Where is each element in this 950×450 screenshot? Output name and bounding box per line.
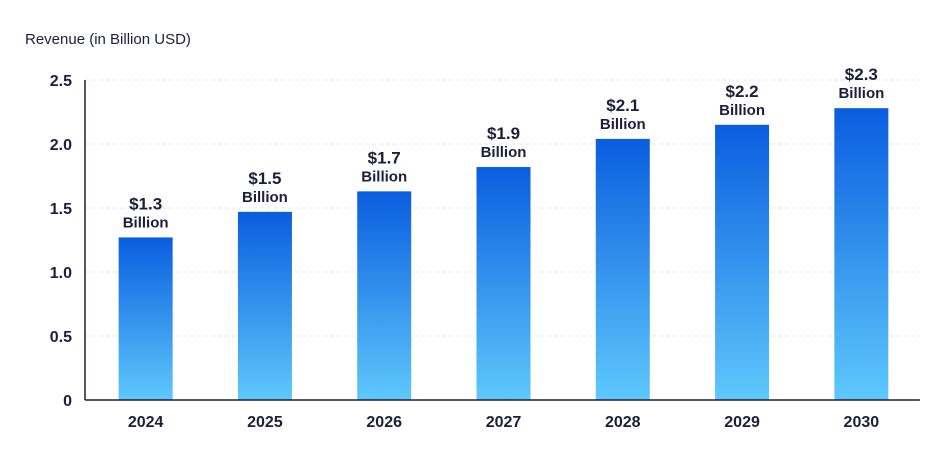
x-tick-label: 2026 <box>366 414 402 431</box>
y-tick-label: 1.0 <box>50 265 72 282</box>
y-tick-label: 1.5 <box>50 201 72 218</box>
x-tick-label: 2029 <box>724 414 760 431</box>
x-tick-label: 2028 <box>605 414 641 431</box>
data-label-unit: Billion <box>242 189 288 206</box>
data-label-unit: Billion <box>719 102 765 119</box>
bars <box>118 108 889 401</box>
data-label-value: $2.1 <box>606 96 639 115</box>
data-label-unit: Billion <box>123 214 169 231</box>
data-label-unit: Billion <box>481 144 527 161</box>
y-tick-label: 0.5 <box>50 329 72 346</box>
x-tick-label: 2025 <box>247 414 283 431</box>
x-tick-label: 2030 <box>844 414 880 431</box>
bar-2028 <box>595 138 650 400</box>
x-tick-label: 2027 <box>486 414 522 431</box>
x-tick-label: 2024 <box>128 414 164 431</box>
bar-2030 <box>834 108 889 400</box>
data-label-value: $1.3 <box>129 194 162 213</box>
data-labels: $1.3Billion$1.5Billion$1.7Billion$1.9Bil… <box>123 65 885 231</box>
data-label-value: $1.7 <box>368 148 401 167</box>
data-label-value: $1.5 <box>248 169 281 188</box>
bar-2025 <box>237 211 292 400</box>
y-tick-label: 2.5 <box>50 73 72 90</box>
data-label-unit: Billion <box>361 168 407 185</box>
y-tick-label: 2.0 <box>50 137 72 154</box>
x-ticks: 2024 2025 2026 2027 2028 2029 2030 <box>128 414 879 431</box>
bar-2026 <box>357 191 412 400</box>
bar-2027 <box>476 167 531 400</box>
data-label-unit: Billion <box>600 116 646 133</box>
data-label-value: $2.3 <box>845 65 878 84</box>
bar-2024 <box>118 237 173 400</box>
data-label-value: $1.9 <box>487 124 520 143</box>
data-label-value: $2.2 <box>726 82 759 101</box>
y-ticks: 0 0.5 1.0 1.5 2.0 2.5 <box>50 73 72 410</box>
gridlines <box>85 79 920 337</box>
bar-2029 <box>715 124 770 401</box>
y-axis-label: Revenue (in Billion USD) <box>25 31 191 48</box>
data-label-unit: Billion <box>838 85 884 102</box>
y-tick-label: 0 <box>63 393 72 410</box>
